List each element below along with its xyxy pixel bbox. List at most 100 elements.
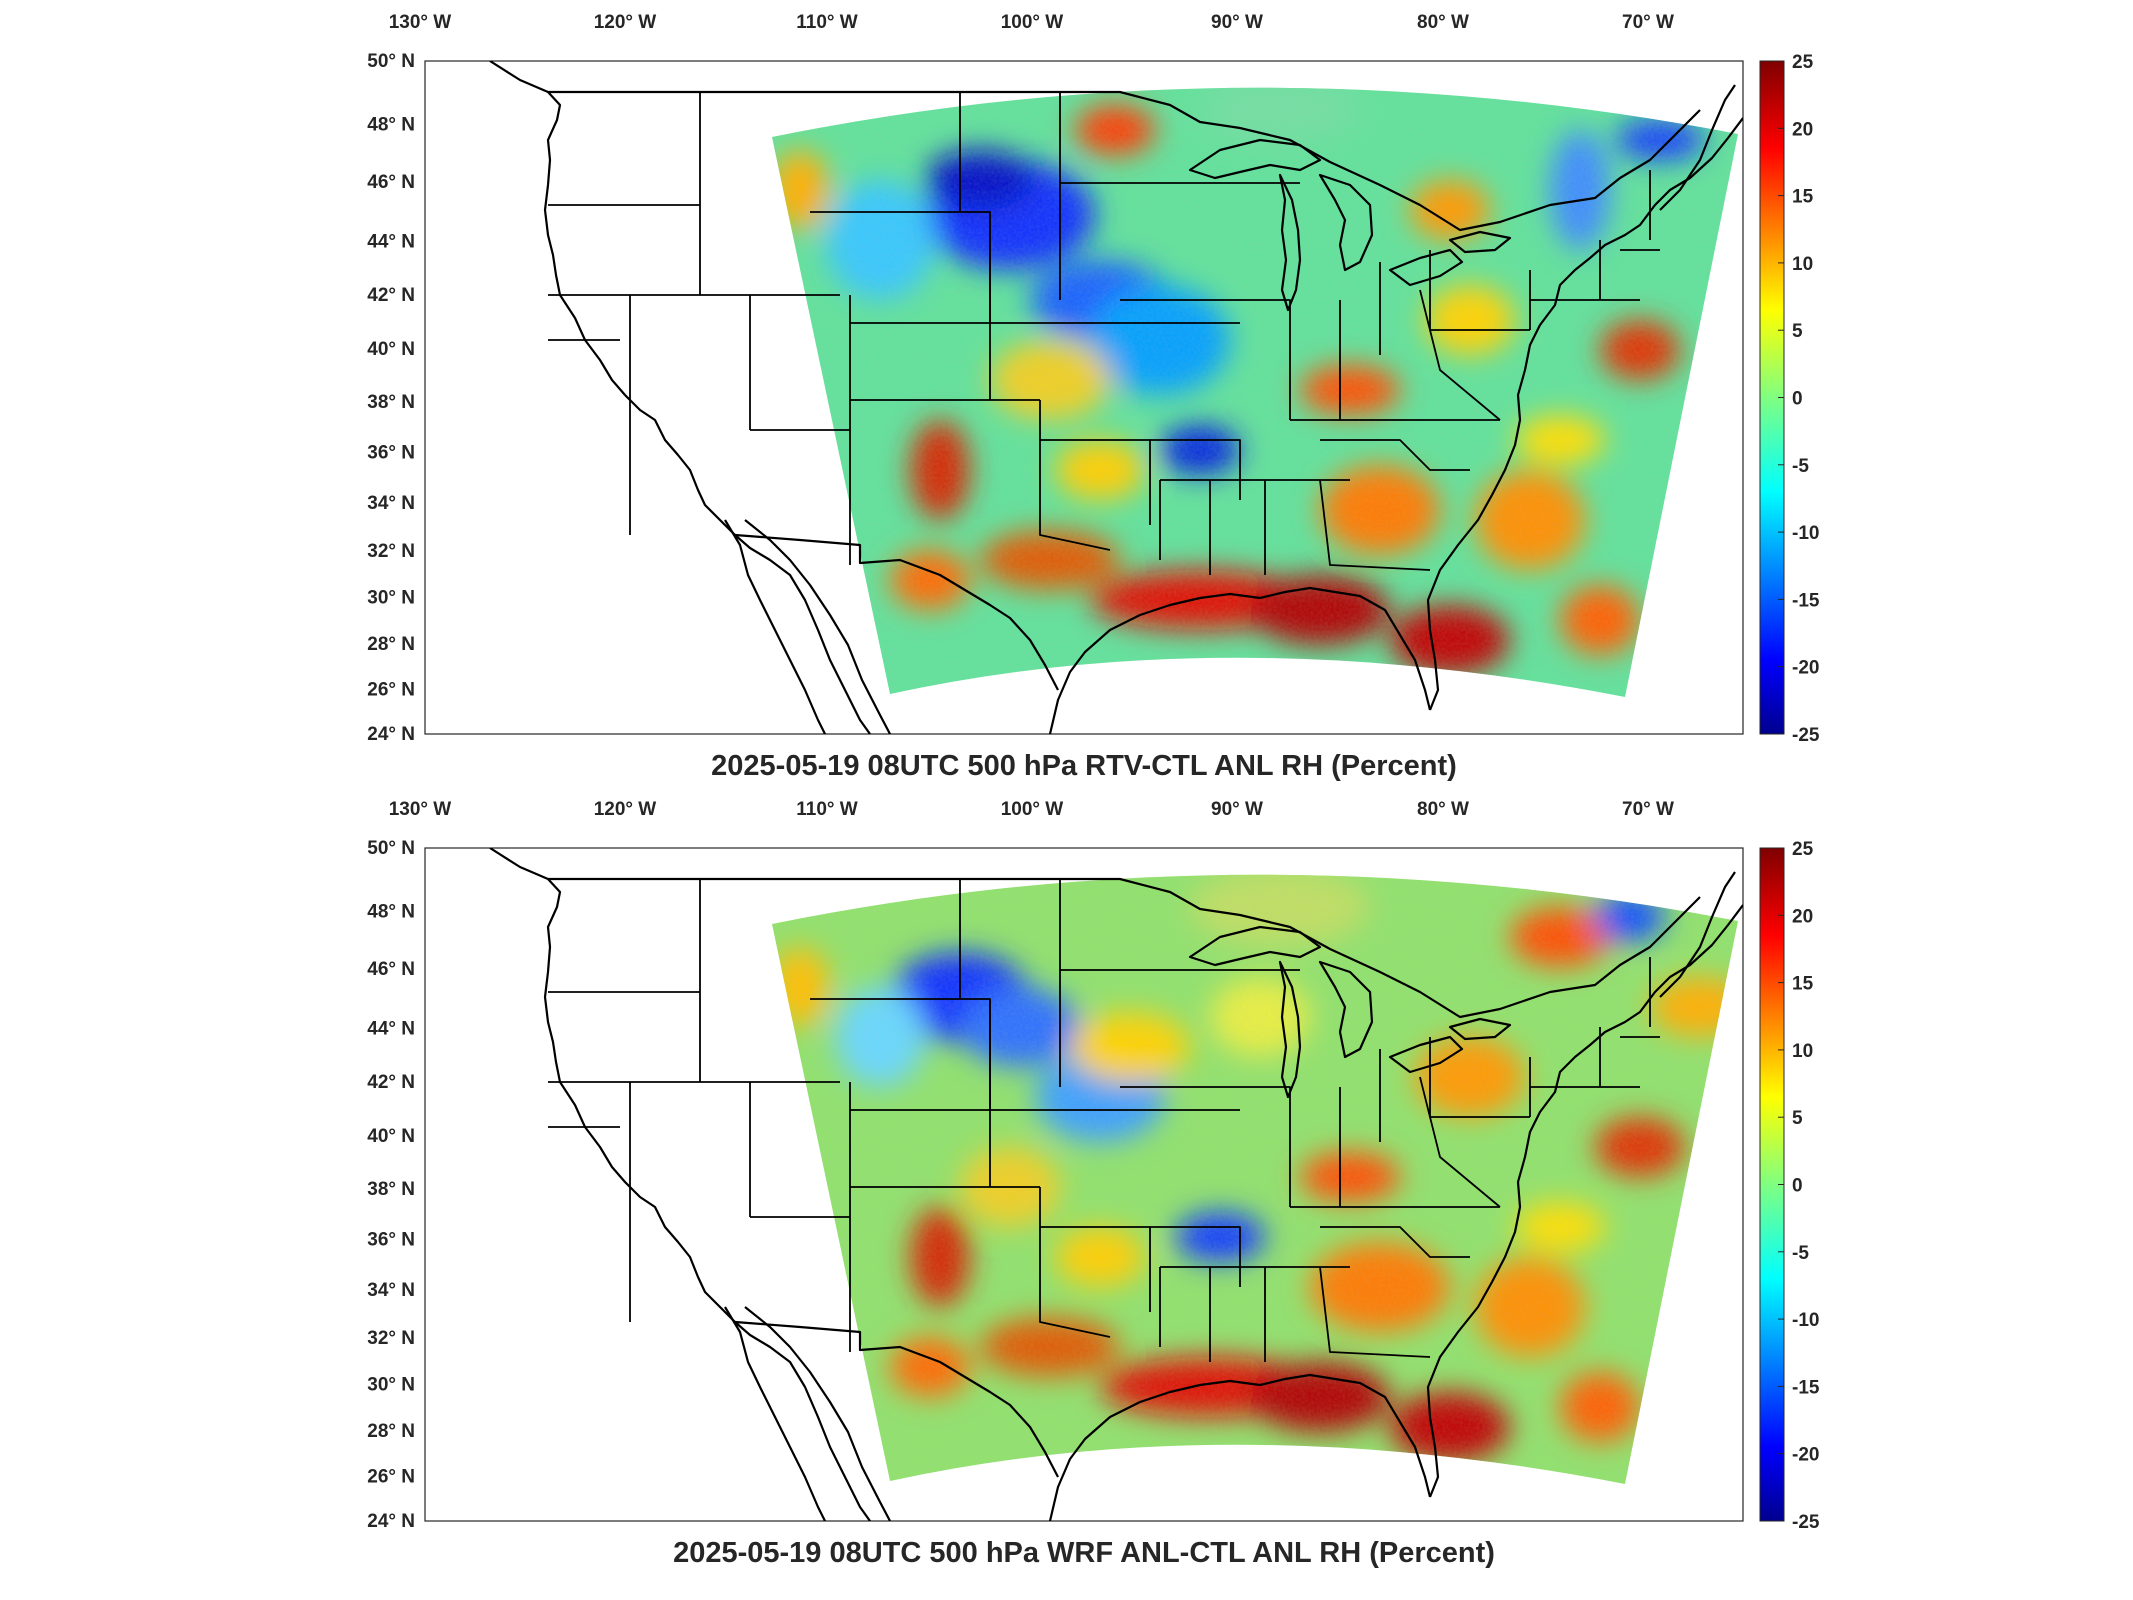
longitude-label: 120° W [594, 12, 657, 33]
state-border [1429, 1037, 1530, 1118]
latitude-label: 40° N [367, 339, 415, 360]
latitude-label: 50° N [367, 838, 415, 859]
colorbar-tick-label: 10 [1792, 254, 1813, 275]
longitude-label: 90° W [1211, 799, 1263, 820]
colorbar-tick-label: 20 [1792, 119, 1813, 140]
latitude-label: 30° N [367, 1374, 415, 1395]
coastline [489, 61, 871, 734]
longitude-label: 110° W [796, 799, 858, 820]
coastline [1278, 173, 1302, 312]
longitude-labels: 130° W 120° W 110° W 100° W 90° W 80° W 70° W [389, 12, 1674, 33]
longitude-labels: 130° W 120° W 110° W 100° W 90° W 80° W 70° W [389, 799, 1674, 820]
colorbar-tick-label: -25 [1792, 725, 1820, 746]
colorbar-ticks: 25 20 15 10 5 0 -5 -10 -15 -20 -25 [1778, 839, 1820, 1533]
colorbar-tick-label: -20 [1792, 658, 1819, 679]
coastline [548, 877, 1701, 1019]
colorbar-tick-label: 15 [1792, 187, 1814, 208]
colorbar-tick-label: -15 [1792, 1377, 1820, 1398]
colorbar-tick-label: 10 [1792, 1041, 1813, 1062]
coastline [724, 1306, 826, 1521]
state-border [1240, 1086, 1291, 1207]
colorbar-tick-label: 5 [1792, 321, 1803, 342]
state-border [1320, 1226, 1470, 1258]
coastline [1426, 117, 1743, 711]
colorbar-tick-label: 0 [1792, 1176, 1803, 1197]
coastline-borders [489, 61, 1743, 734]
map-panel-rtv: 130° W 120° W 110° W 100° W 90° W 80° W 70° W … [0, 0, 2133, 790]
latitude-label: 28° N [367, 634, 415, 655]
state-border [1319, 479, 1431, 571]
longitude-label: 100° W [1001, 12, 1064, 33]
coastline [1388, 248, 1464, 287]
coastline [724, 519, 826, 734]
colorbar-tick-label: 15 [1792, 974, 1814, 995]
longitude-label: 130° W [389, 799, 452, 820]
longitude-label: 90° W [1211, 12, 1263, 33]
colorbar-tick-label: -10 [1792, 523, 1819, 544]
coastline [744, 1306, 891, 1521]
state-border [1320, 439, 1470, 471]
colorbar-tick-label: -10 [1792, 1310, 1819, 1331]
colorbar-tick-label: -5 [1792, 456, 1809, 477]
latitude-label: 36° N [367, 443, 415, 464]
colorbar-tick-label: -25 [1792, 1512, 1820, 1533]
coastline [1278, 960, 1302, 1099]
latitude-label: 24° N [367, 1511, 415, 1532]
map-figure: 130° W 120° W 110° W 100° W 90° W 80° W 70° W … [367, 12, 1820, 782]
rh-difference-field [772, 87, 1738, 697]
latitude-label: 32° N [367, 541, 415, 562]
latitude-label: 24° N [367, 724, 415, 745]
colorbar-ticks: 25 20 15 10 5 0 -5 -10 -15 -20 -25 [1778, 52, 1820, 746]
latitude-label: 38° N [367, 1179, 415, 1200]
coastline [1448, 1017, 1512, 1041]
latitude-label: 26° N [367, 1467, 415, 1488]
state-border [1039, 1187, 1111, 1338]
longitude-label: 120° W [594, 799, 657, 820]
coastline [744, 519, 891, 734]
state-border [1419, 289, 1501, 421]
coastline [1318, 173, 1374, 272]
colorbar-tick-label: 5 [1792, 1108, 1803, 1129]
latitude-label: 34° N [367, 1280, 415, 1301]
latitude-labels: 50° N 48° N 46° N 44° N 42° N 40° N 38° N 36° N… [367, 51, 415, 745]
coastline [1048, 1373, 1432, 1521]
longitude-label: 80° W [1417, 799, 1469, 820]
rh-difference-field [772, 874, 1738, 1484]
colorbar-tick-label: 25 [1792, 52, 1814, 73]
state-border [1240, 299, 1291, 420]
colorbar-tick-label: -15 [1792, 590, 1820, 611]
latitude-label: 28° N [367, 1421, 415, 1442]
coastline [489, 848, 871, 1521]
latitude-label: 42° N [367, 285, 415, 306]
latitude-label: 38° N [367, 392, 415, 413]
state-border [1429, 250, 1530, 331]
latitude-label: 44° N [367, 231, 415, 252]
latitude-label: 46° N [367, 172, 415, 193]
latitude-label: 48° N [367, 114, 415, 135]
longitude-label: 80° W [1417, 12, 1469, 33]
longitude-label: 70° W [1622, 12, 1674, 33]
colorbar-tick-label: -20 [1792, 1445, 1819, 1466]
coastline [1659, 84, 1736, 211]
coastline [1188, 138, 1322, 180]
latitude-labels: 50° N 48° N 46° N 44° N 42° N 40° N 38° N 36° N… [367, 838, 415, 1532]
longitude-label: 130° W [389, 12, 452, 33]
coastline [1048, 586, 1432, 734]
longitude-label: 100° W [1001, 799, 1064, 820]
latitude-label: 34° N [367, 493, 415, 514]
latitude-label: 36° N [367, 1230, 415, 1251]
latitude-label: 32° N [367, 1328, 415, 1349]
coastline [1318, 960, 1374, 1059]
longitude-label: 110° W [796, 12, 858, 33]
coastline-borders [489, 848, 1743, 1521]
panel-title: 2025-05-19 08UTC 500 hPa WRF ANL-CTL ANL… [673, 1537, 1495, 1569]
latitude-label: 30° N [367, 587, 415, 608]
latitude-label: 48° N [367, 901, 415, 922]
coastline [1448, 230, 1512, 254]
latitude-label: 40° N [367, 1126, 415, 1147]
colorbar-tick-label: 0 [1792, 389, 1803, 410]
colorbar-tick-label: 20 [1792, 906, 1813, 927]
longitude-label: 70° W [1622, 799, 1674, 820]
state-border [1039, 400, 1111, 551]
latitude-label: 42° N [367, 1072, 415, 1093]
